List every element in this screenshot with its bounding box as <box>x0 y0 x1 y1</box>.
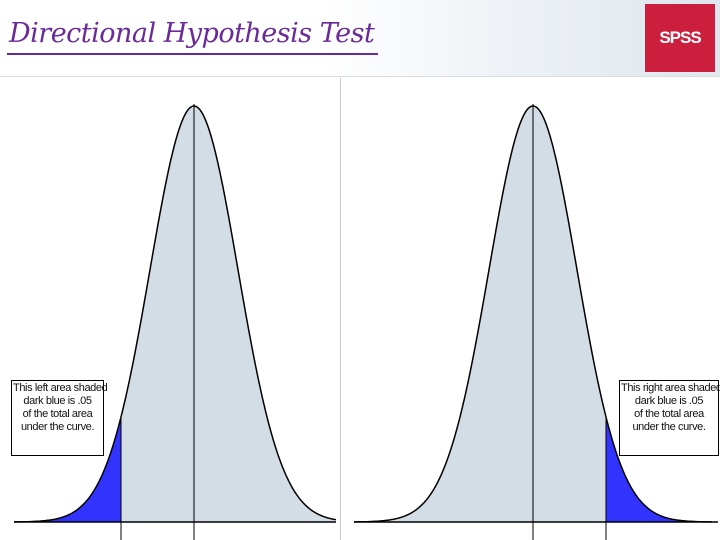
left-note-line: under the curve. <box>20 421 95 433</box>
left-note-line: dark blue is .05 <box>23 395 92 407</box>
left-curve-outline <box>14 105 337 523</box>
slide-title: Directional Hypothesis Test <box>9 18 375 49</box>
right-panel-border <box>340 78 341 540</box>
right-tail-note: This right area shaded dark blue is .05 … <box>619 380 720 456</box>
right-tail-region <box>606 417 712 522</box>
slide-header: Directional Hypothesis Test SPSS <box>0 0 720 76</box>
right-note-line: This right area shaded <box>621 382 720 394</box>
right-note-line: dark blue is .05 <box>634 395 704 407</box>
title-underline <box>7 53 378 55</box>
right-note-line: under the curve. <box>632 421 706 433</box>
spss-logo: SPSS <box>645 4 715 72</box>
left-tail-curve-panel <box>14 104 337 540</box>
left-tail-note: This left area shaded dark blue is .05 o… <box>11 380 108 456</box>
header-divider <box>0 76 720 77</box>
right-note-line: of the total area <box>634 408 704 420</box>
logo-text: SPSS <box>659 28 701 47</box>
left-note-line: This left area shaded <box>13 382 108 394</box>
right-tail-curve-panel <box>354 104 718 540</box>
left-tail-region <box>14 417 121 522</box>
left-curve-body <box>14 106 336 522</box>
left-note-line: of the total area <box>22 408 93 420</box>
